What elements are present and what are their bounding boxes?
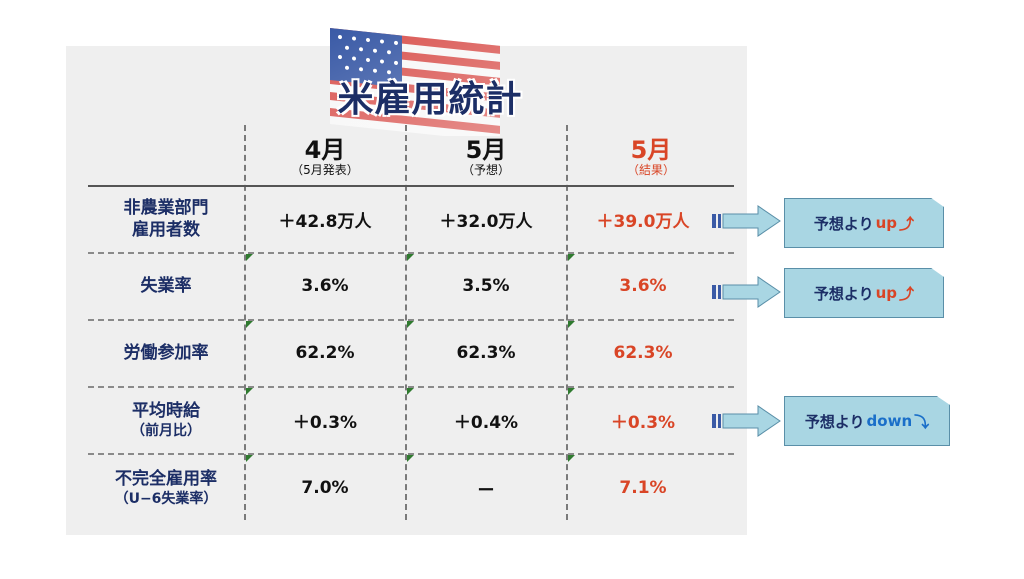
callout-text: 予想より — [804, 412, 865, 431]
cell-marker — [246, 455, 253, 462]
cell-marker — [568, 455, 575, 462]
column-divider — [244, 125, 246, 520]
arrow-up-right-icon: ⤴ — [899, 284, 915, 303]
row-divider — [88, 386, 734, 388]
page-title: 米雇用統計 — [337, 79, 523, 120]
callout-direction: up — [875, 284, 898, 302]
cell-marker — [246, 321, 253, 328]
cell-marker — [407, 254, 414, 261]
row-label-average-hourly-earnings: 平均時給 （前月比） — [88, 388, 244, 452]
row-label-main: 非農業部門 — [123, 197, 209, 218]
callout-payrolls: 予想より up ⤴ — [784, 198, 944, 248]
cell-marker — [568, 388, 575, 395]
table-cell: 7.0% — [301, 478, 349, 498]
table-cell-result: 3.6% — [619, 276, 667, 296]
cell-marker — [407, 455, 414, 462]
right-arrow-icon — [712, 276, 781, 308]
row-label-participation-rate: 労働参加率 — [123, 342, 209, 363]
column-divider — [405, 125, 407, 520]
row-label-unemployment-rate: 失業率 — [140, 275, 192, 296]
cell-marker — [407, 321, 414, 328]
table-cell-result: ＋0.3% — [610, 412, 676, 433]
column-header-sub: （結果） — [626, 163, 675, 177]
row-label-main: 平均時給 — [132, 400, 200, 421]
column-header-sub: （予想） — [461, 163, 510, 177]
column-header-sub: （5月発表） — [291, 163, 359, 177]
row-label-nonfarm-payrolls: 非農業部門 雇用者数 — [88, 187, 244, 251]
callout-unemployment: 予想より up ⤴ — [784, 268, 944, 318]
table-cell: ー — [477, 480, 495, 501]
callout-direction: down — [866, 412, 913, 430]
column-header-april: 4月 （5月発表） — [246, 130, 404, 184]
us-flag-icon — [330, 28, 500, 136]
arrow-up-right-icon: ⤴ — [899, 214, 915, 233]
row-label-sub: （前月比） — [131, 422, 201, 439]
cell-marker — [407, 388, 414, 395]
row-label-sub: （U−6失業率） — [114, 490, 218, 507]
table-cell-result: 7.1% — [619, 478, 667, 498]
table-cell: 3.5% — [462, 276, 510, 296]
callout-text: 予想より — [813, 214, 874, 233]
header-divider — [88, 185, 734, 187]
callout-text: 予想より — [813, 284, 874, 303]
table-cell: 62.3% — [456, 343, 516, 363]
column-divider — [566, 125, 568, 520]
column-header-main: 5月 — [630, 135, 672, 164]
callout-hourly-earnings: 予想より down ⤵ — [784, 396, 950, 446]
cell-marker — [568, 254, 575, 261]
cell-marker — [568, 321, 575, 328]
table-cell: 62.2% — [295, 343, 355, 363]
cell-marker — [246, 254, 253, 261]
table-cell: ＋0.4% — [453, 412, 519, 433]
row-label-main: 不完全雇用率 — [115, 468, 217, 489]
right-arrow-icon — [712, 405, 781, 437]
table-cell: ＋0.3% — [292, 412, 358, 433]
column-header-main: 4月 — [304, 135, 346, 164]
row-divider — [88, 453, 734, 455]
right-arrow-icon — [712, 205, 781, 237]
table-cell: 3.6% — [301, 276, 349, 296]
cell-marker — [246, 388, 253, 395]
row-label-underemployment-rate: 不完全雇用率 （U−6失業率） — [88, 455, 244, 521]
callout-direction: up — [875, 214, 898, 232]
column-header-may-result: 5月 （結果） — [568, 130, 734, 184]
row-divider — [88, 252, 734, 254]
row-label-sub: 雇用者数 — [132, 220, 200, 240]
table-cell-result: 62.3% — [613, 343, 673, 363]
table-cell-result: ＋39.0万人 — [596, 211, 690, 232]
table-cell: ＋42.8万人 — [278, 211, 372, 232]
column-header-may-forecast: 5月 （予想） — [407, 130, 565, 184]
column-header-main: 5月 — [465, 135, 507, 164]
row-divider — [88, 319, 734, 321]
arrow-down-right-icon: ⤵ — [914, 412, 930, 431]
table-cell: ＋32.0万人 — [439, 211, 533, 232]
